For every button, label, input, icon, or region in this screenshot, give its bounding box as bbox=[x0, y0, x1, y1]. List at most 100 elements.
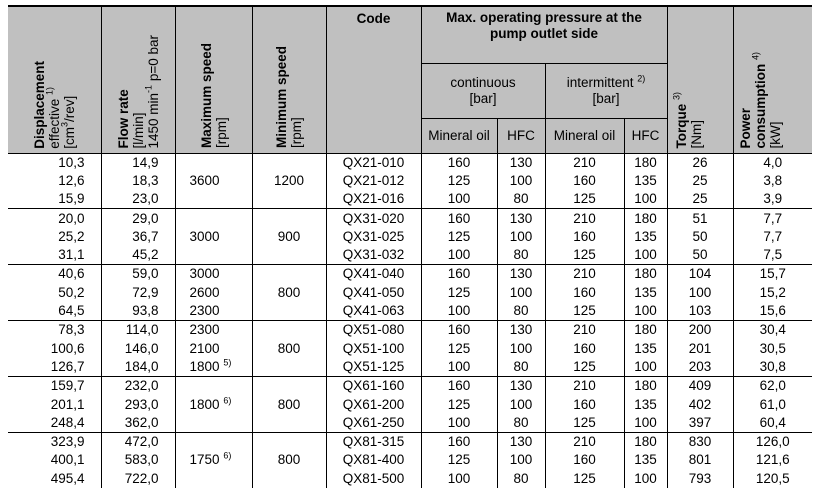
code-cell: QX41-040 bbox=[325, 264, 422, 284]
int-mineral-oil-cell: 160 bbox=[544, 451, 625, 470]
flow-rate-cell: 722,0 bbox=[100, 469, 176, 488]
torque-cell: 402 bbox=[666, 395, 734, 414]
cont-hfc-cell: 100 bbox=[496, 171, 546, 191]
flow-rate-cell: 472,0 bbox=[100, 431, 176, 452]
header-displacement: Displacement effective 1) [cm3/rev] bbox=[8, 5, 102, 154]
int-mineral-oil-cell: 125 bbox=[544, 413, 625, 433]
code-cell: QX31-025 bbox=[325, 227, 422, 246]
torque-cell: 397 bbox=[666, 413, 734, 433]
header-int-mineral-oil: Mineral oil bbox=[544, 118, 625, 154]
cont-hfc-cell: 80 bbox=[496, 245, 546, 265]
cont-mineral-oil-cell: 100 bbox=[420, 301, 498, 321]
min-speed-cell bbox=[251, 208, 327, 228]
max-speed-cell bbox=[174, 376, 253, 396]
flow-rate-cell: 45,2 bbox=[100, 245, 176, 265]
table-row: 31,1 45,2 QX31-032 100 80 125 100 50 7,5 bbox=[8, 245, 812, 265]
min-speed-cell bbox=[251, 431, 327, 452]
cont-hfc-cell: 100 bbox=[496, 339, 546, 358]
torque-cell: 50 bbox=[666, 245, 734, 265]
cont-hfc-cell: 80 bbox=[496, 413, 546, 433]
table-row: 495,4 722,0 QX81-500 100 80 125 100 793 120,5 bbox=[8, 469, 812, 488]
flow-rate-cell: 23,0 bbox=[100, 190, 176, 209]
cont-hfc-cell: 130 bbox=[496, 376, 546, 396]
displacement-cell: 64,5 bbox=[8, 301, 102, 321]
int-hfc-cell: 100 bbox=[623, 245, 668, 265]
max-speed-cell: 2300 bbox=[174, 320, 253, 340]
int-hfc-cell: 180 bbox=[623, 208, 668, 228]
min-speed-cell: 1200 bbox=[251, 171, 327, 191]
power-cell: 15,6 bbox=[732, 301, 812, 321]
torque-cell: 103 bbox=[666, 301, 734, 321]
power-cell: 7,7 bbox=[732, 227, 812, 246]
flow-rate-cell: 583,0 bbox=[100, 451, 176, 470]
int-hfc-cell: 135 bbox=[623, 171, 668, 191]
code-cell: QX61-160 bbox=[325, 376, 422, 396]
table-row: 50,2 72,9 2600 800 QX41-050 125 100 160 135 100 15… bbox=[8, 283, 812, 302]
int-mineral-oil-cell: 210 bbox=[544, 264, 625, 284]
flow-rate-cell: 72,9 bbox=[100, 283, 176, 302]
cont-mineral-oil-cell: 160 bbox=[420, 431, 498, 452]
header-flow-rate: Flow rate [l/min] 1450 min-1 p=0 bar bbox=[100, 5, 176, 154]
int-mineral-oil-cell: 210 bbox=[544, 431, 625, 452]
table-row: 40,6 59,0 3000 QX41-040 160 130 210 180 104 15,7 bbox=[8, 264, 812, 284]
int-mineral-oil-cell: 125 bbox=[544, 190, 625, 209]
code-cell: QX81-400 bbox=[325, 451, 422, 470]
max-speed-cell: 3000 bbox=[174, 264, 253, 284]
cont-hfc-cell: 100 bbox=[496, 451, 546, 470]
int-mineral-oil-cell: 125 bbox=[544, 357, 625, 377]
cont-mineral-oil-cell: 125 bbox=[420, 171, 498, 191]
min-speed-cell bbox=[251, 301, 327, 321]
max-speed-value: 3000 bbox=[189, 228, 220, 244]
cont-hfc-cell: 80 bbox=[496, 469, 546, 488]
code-cell: QX51-125 bbox=[325, 357, 422, 377]
cont-hfc-cell: 100 bbox=[496, 227, 546, 246]
int-hfc-cell: 180 bbox=[623, 152, 668, 172]
code-cell: QX31-020 bbox=[325, 208, 422, 228]
min-speed-cell: 900 bbox=[251, 227, 327, 246]
min-speed-cell bbox=[251, 152, 327, 172]
min-speed-cell bbox=[251, 413, 327, 433]
header-intermittent: intermittent 2) [bar] bbox=[544, 63, 668, 119]
max-speed-cell bbox=[174, 152, 253, 172]
max-speed-cell: 1800 6) bbox=[174, 395, 253, 414]
int-mineral-oil-cell: 160 bbox=[544, 339, 625, 358]
int-hfc-cell: 180 bbox=[623, 320, 668, 340]
power-cell: 126,0 bbox=[732, 431, 812, 452]
min-speed-cell bbox=[251, 245, 327, 265]
header-pressure-group: Max. operating pressure at the pump outl… bbox=[420, 5, 668, 64]
torque-cell: 104 bbox=[666, 264, 734, 284]
header-cont-mineral-oil: Mineral oil bbox=[421, 118, 498, 154]
min-speed-cell bbox=[251, 264, 327, 284]
int-hfc-cell: 180 bbox=[623, 264, 668, 284]
int-mineral-oil-cell: 160 bbox=[544, 395, 625, 414]
table-row: 10,3 14,9 QX21-010 160 130 210 180 26 4,0 bbox=[8, 152, 812, 172]
min-speed-cell bbox=[251, 376, 327, 396]
flow-rate-cell: 146,0 bbox=[100, 339, 176, 358]
cont-mineral-oil-cell: 125 bbox=[420, 283, 498, 302]
table-row: 78,3 114,0 2300 QX51-080 160 130 210 180 200 30,4 bbox=[8, 320, 812, 340]
torque-cell: 200 bbox=[666, 320, 734, 340]
int-hfc-cell: 100 bbox=[623, 413, 668, 433]
cont-hfc-cell: 130 bbox=[496, 320, 546, 340]
max-speed-cell: 2100 bbox=[174, 339, 253, 358]
footnote-ref: 6) bbox=[223, 395, 232, 405]
power-cell: 121,6 bbox=[732, 451, 812, 470]
max-speed-cell: 1800 5) bbox=[174, 357, 253, 377]
cont-mineral-oil-cell: 160 bbox=[420, 320, 498, 340]
flow-rate-cell: 184,0 bbox=[100, 357, 176, 377]
power-cell: 62,0 bbox=[732, 376, 812, 396]
header-continuous: continuous [bar] bbox=[421, 63, 546, 119]
power-cell: 60,4 bbox=[732, 413, 812, 433]
cont-hfc-cell: 130 bbox=[496, 152, 546, 172]
max-speed-cell bbox=[174, 190, 253, 209]
torque-cell: 26 bbox=[666, 152, 734, 172]
cont-mineral-oil-cell: 160 bbox=[420, 264, 498, 284]
displacement-cell: 400,1 bbox=[8, 451, 102, 470]
max-speed-value: 2300 bbox=[189, 303, 220, 319]
table-row: 15,9 23,0 QX21-016 100 80 125 100 25 3,9 bbox=[8, 190, 812, 209]
max-speed-value: 3000 bbox=[189, 266, 220, 282]
code-cell: QX21-016 bbox=[325, 190, 422, 209]
cont-mineral-oil-cell: 160 bbox=[420, 152, 498, 172]
cont-mineral-oil-cell: 160 bbox=[420, 208, 498, 228]
int-hfc-cell: 135 bbox=[623, 227, 668, 246]
